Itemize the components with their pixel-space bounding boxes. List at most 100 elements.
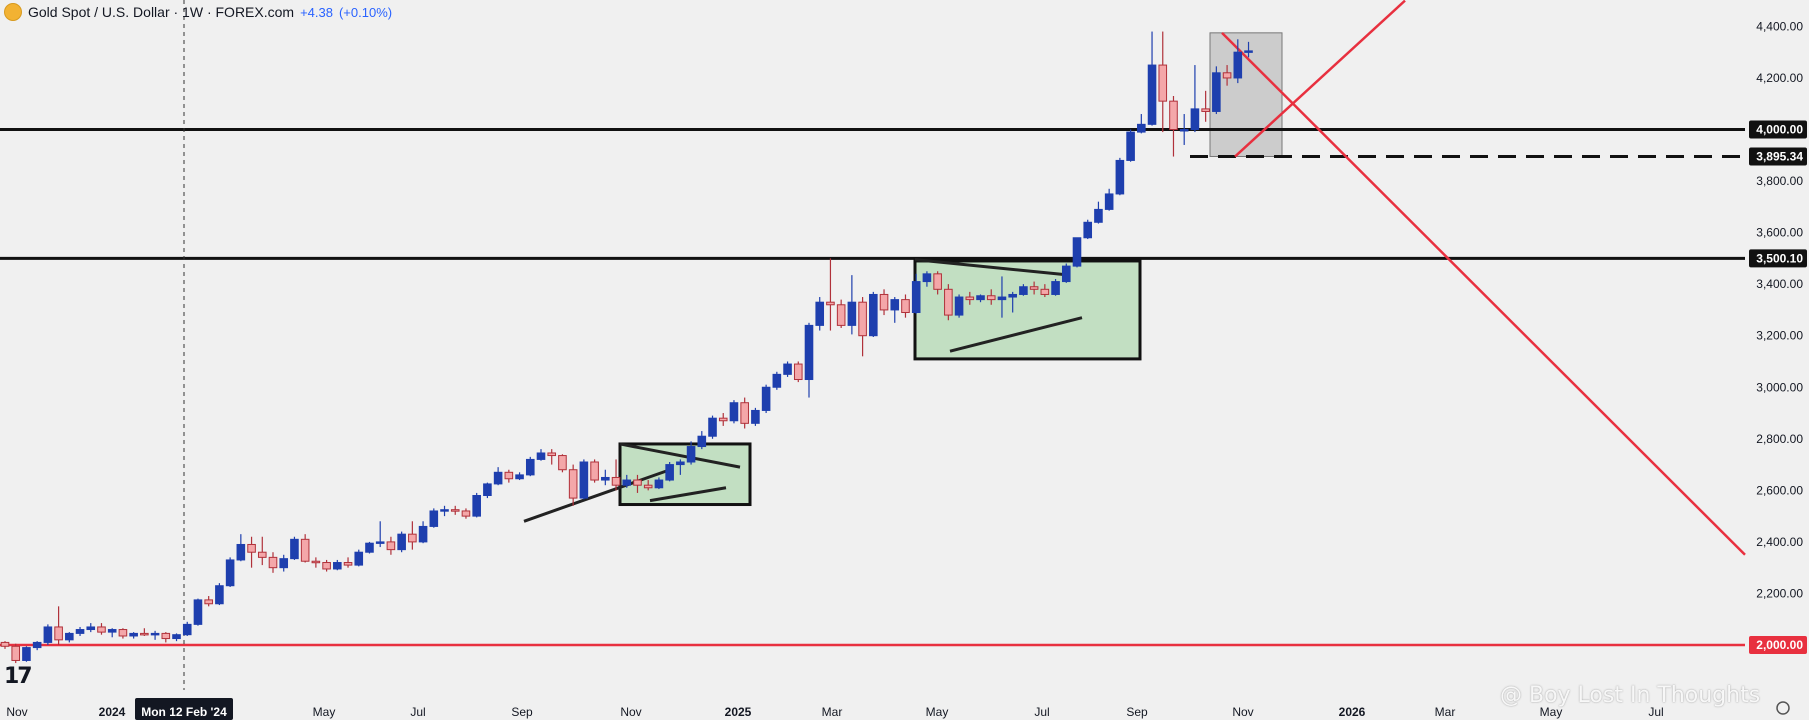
candle[interactable]	[1201, 108, 1210, 112]
candle[interactable]	[386, 541, 396, 551]
candle[interactable]	[901, 299, 910, 314]
candle[interactable]	[215, 585, 224, 605]
candle[interactable]	[547, 452, 557, 457]
plot-area[interactable]	[0, 0, 1745, 690]
candle[interactable]	[890, 299, 900, 311]
candle[interactable]	[986, 295, 996, 301]
candle[interactable]	[1029, 286, 1039, 290]
candle[interactable]	[75, 629, 85, 634]
candle[interactable]	[472, 495, 481, 517]
candle[interactable]	[579, 461, 589, 499]
candle[interactable]	[1147, 64, 1157, 125]
candle[interactable]	[1104, 193, 1114, 210]
candle[interactable]	[172, 634, 181, 640]
candle[interactable]	[954, 296, 964, 316]
candle[interactable]	[708, 417, 717, 437]
candle[interactable]	[1212, 72, 1221, 112]
candle[interactable]	[933, 273, 942, 290]
candle[interactable]	[1126, 131, 1135, 161]
candle[interactable]	[440, 509, 449, 512]
candle[interactable]	[504, 471, 514, 480]
candle[interactable]	[11, 645, 21, 661]
candle[interactable]	[922, 273, 932, 283]
candle[interactable]	[22, 647, 31, 661]
candle[interactable]	[601, 476, 610, 481]
candle[interactable]	[322, 562, 331, 570]
candle[interactable]	[1179, 129, 1189, 132]
candle[interactable]	[107, 629, 117, 633]
candle[interactable]	[815, 301, 825, 326]
candle[interactable]	[193, 599, 203, 625]
candle[interactable]	[633, 479, 642, 486]
candle[interactable]	[343, 562, 353, 566]
candle[interactable]	[129, 632, 138, 637]
candle[interactable]	[86, 626, 96, 631]
candle[interactable]	[375, 541, 385, 544]
candle[interactable]	[665, 464, 674, 481]
candle[interactable]	[397, 533, 406, 551]
candle[interactable]	[161, 632, 171, 640]
candle[interactable]	[793, 363, 803, 381]
candle[interactable]	[300, 538, 310, 562]
candle[interactable]	[429, 510, 439, 527]
candle[interactable]	[515, 474, 524, 480]
candle[interactable]	[804, 324, 814, 381]
candle[interactable]	[944, 288, 953, 316]
candle[interactable]	[32, 641, 42, 649]
candle[interactable]	[493, 471, 503, 485]
symbol-title[interactable]: Gold Spot / U.S. Dollar · 1W · FOREX.com	[28, 4, 295, 20]
candle[interactable]	[879, 293, 889, 311]
candle[interactable]	[54, 626, 63, 641]
candle[interactable]	[365, 542, 374, 553]
candle[interactable]	[150, 632, 160, 636]
candle[interactable]	[450, 509, 460, 512]
candle[interactable]	[654, 479, 664, 489]
candle[interactable]	[1061, 265, 1071, 283]
candle[interactable]	[740, 402, 749, 424]
tradingview-logo-icon[interactable]: 17	[4, 664, 33, 689]
candle[interactable]	[1158, 64, 1168, 102]
candle[interactable]	[1137, 123, 1146, 133]
candle[interactable]	[697, 435, 707, 448]
candle[interactable]	[858, 301, 867, 337]
candle[interactable]	[1051, 281, 1060, 295]
candle[interactable]	[611, 476, 621, 486]
candle[interactable]	[965, 296, 975, 301]
candle[interactable]	[408, 533, 417, 543]
candle[interactable]	[483, 483, 492, 497]
candle[interactable]	[290, 538, 299, 560]
candle[interactable]	[43, 626, 53, 643]
candle[interactable]	[118, 629, 128, 637]
candle[interactable]	[279, 558, 289, 569]
candle[interactable]	[558, 455, 567, 471]
candle[interactable]	[65, 632, 74, 641]
candle[interactable]	[1169, 100, 1178, 130]
candle[interactable]	[268, 556, 278, 569]
candle[interactable]	[643, 484, 653, 489]
candle[interactable]	[257, 551, 267, 558]
candle[interactable]	[354, 551, 364, 566]
candle[interactable]	[182, 623, 192, 636]
candle[interactable]	[1222, 72, 1232, 79]
candle[interactable]	[772, 373, 782, 388]
candle[interactable]	[622, 479, 632, 486]
candle[interactable]	[1072, 237, 1082, 267]
candle[interactable]	[1008, 293, 1017, 298]
candle[interactable]	[761, 386, 771, 411]
candle[interactable]	[783, 363, 792, 375]
candle[interactable]	[247, 543, 256, 553]
candle[interactable]	[311, 560, 321, 564]
candle[interactable]	[1115, 159, 1125, 195]
candle[interactable]	[976, 295, 985, 301]
time-axis[interactable]	[0, 690, 1745, 720]
candle[interactable]	[1233, 51, 1243, 79]
candle[interactable]	[418, 525, 428, 543]
candle[interactable]	[836, 304, 846, 326]
candle[interactable]	[536, 452, 546, 460]
candle[interactable]	[869, 293, 878, 337]
candle[interactable]	[225, 559, 235, 587]
candle[interactable]	[590, 461, 599, 481]
candle[interactable]	[729, 402, 739, 422]
candle[interactable]	[0, 641, 10, 647]
